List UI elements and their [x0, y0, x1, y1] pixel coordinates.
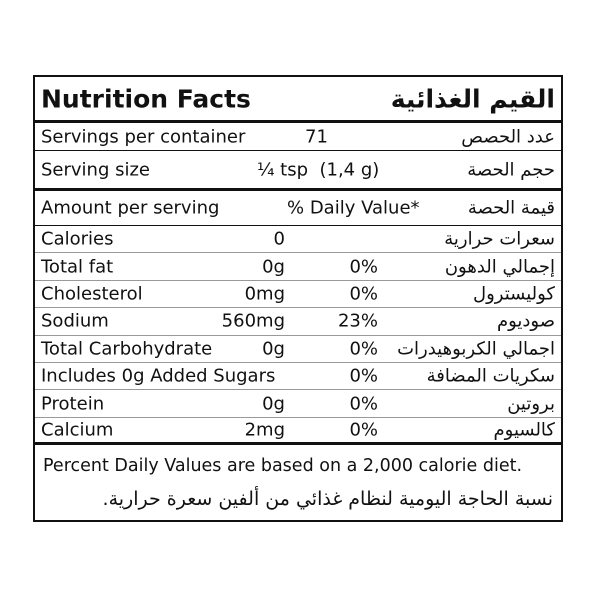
row: Amount per serving % Daily Value* قيمة الح… [35, 191, 561, 226]
nutrient-amount: 0mg [244, 283, 285, 305]
nutrient-row: Total Carbohydrate 0g 0% اجمالي الكربوهيدرا… [35, 336, 561, 363]
footer-ar: نسبة الحاجة اليومية لنظام غذائي من ألفين… [102, 488, 553, 511]
nutrient-row: Calories 0 سعرات حرارية [35, 226, 561, 254]
nutrient-amount: 0 [273, 228, 285, 250]
nutrient-amount: 0g [262, 256, 285, 278]
nutrient-name: Total Carbohydrate [41, 338, 213, 360]
amount-label: Amount per serving [41, 197, 220, 219]
nutrient-name: Calcium [41, 419, 114, 441]
servings-label-ar: عدد الحصص [461, 126, 555, 147]
nutrient-row: Sodium 560mg 23% صوديوم [35, 308, 561, 336]
nutrient-row: Includes 0g Added Sugars 0% سكريات المضافة [35, 363, 561, 391]
serving-size-label-ar: حجم الحصة [467, 159, 555, 180]
nutrient-name-ar: صوديوم [496, 310, 555, 332]
row: Nutrition Facts القيم الغذائية [35, 77, 561, 123]
nutrient-row: Calcium 2mg 0% كالسيوم [35, 418, 561, 446]
nutrient-amount: 2mg [244, 419, 285, 441]
nutrient-daily-value: 0% [349, 256, 378, 278]
nutrition-label: Nutrition Facts القيم الغذائية Servings pe… [33, 75, 563, 522]
nutrient-name: Total fat [41, 256, 114, 278]
nutrient-daily-value: 0% [349, 393, 378, 415]
nutrient-name-ar: كوليسترول [473, 283, 555, 305]
serving-size-value: ¼ tsp (1,4 g) [257, 159, 380, 180]
nutrient-name-ar: إجمالي الدهون [444, 256, 555, 278]
servings-label: Servings per container [41, 126, 246, 147]
nutrient-name-ar: سعرات حرارية [444, 228, 555, 250]
nutrient-amount: 0g [262, 338, 285, 360]
nutrient-name-ar: سكريات المضافة [426, 365, 555, 387]
servings-value: 71 [305, 126, 328, 147]
nutrient-name: Calories [41, 228, 114, 250]
serving-size-label: Serving size [41, 159, 151, 180]
nutrient-daily-value: 23% [337, 310, 378, 332]
nutrient-daily-value: 0% [349, 419, 378, 441]
nutrient-name: Sodium [41, 310, 109, 332]
nutrient-amount: 560mg [221, 310, 285, 332]
nutrient-name-ar: بروتين [507, 393, 555, 415]
daily-value-header: % Daily Value* [287, 197, 420, 219]
nutrient-row: Cholesterol 0mg 0% كوليسترول [35, 281, 561, 309]
footer-en: Percent Daily Values are based on a 2,00… [43, 456, 523, 477]
nutrient-name-ar: كالسيوم [493, 419, 555, 441]
nutrient-daily-value: 0% [349, 338, 378, 360]
row: Servings per container 71 عدد الحصص [35, 123, 561, 151]
nutrient-amount: 0g [262, 393, 285, 415]
nutrient-name: Includes 0g Added Sugars [41, 365, 276, 387]
title-ar: القيم الغذائية [390, 84, 555, 113]
nutrient-name: Protein [41, 393, 105, 415]
nutrient-name: Cholesterol [41, 283, 143, 305]
nutrient-row: Protein 0g 0% بروتين [35, 390, 561, 418]
nutrient-daily-value: 0% [349, 283, 378, 305]
nutrient-daily-value: 0% [349, 365, 378, 387]
row: Serving size ¼ tsp (1,4 g) حجم الحصة [35, 151, 561, 191]
row: Percent Daily Values are based on a 2,00… [35, 445, 561, 520]
nutrient-name-ar: اجمالي الكربوهيدرات [397, 338, 555, 360]
title-en: Nutrition Facts [41, 84, 251, 113]
nutrient-row: Total fat 0g 0% إجمالي الدهون [35, 253, 561, 281]
amount-label-ar: قيمة الحصة [467, 197, 555, 219]
